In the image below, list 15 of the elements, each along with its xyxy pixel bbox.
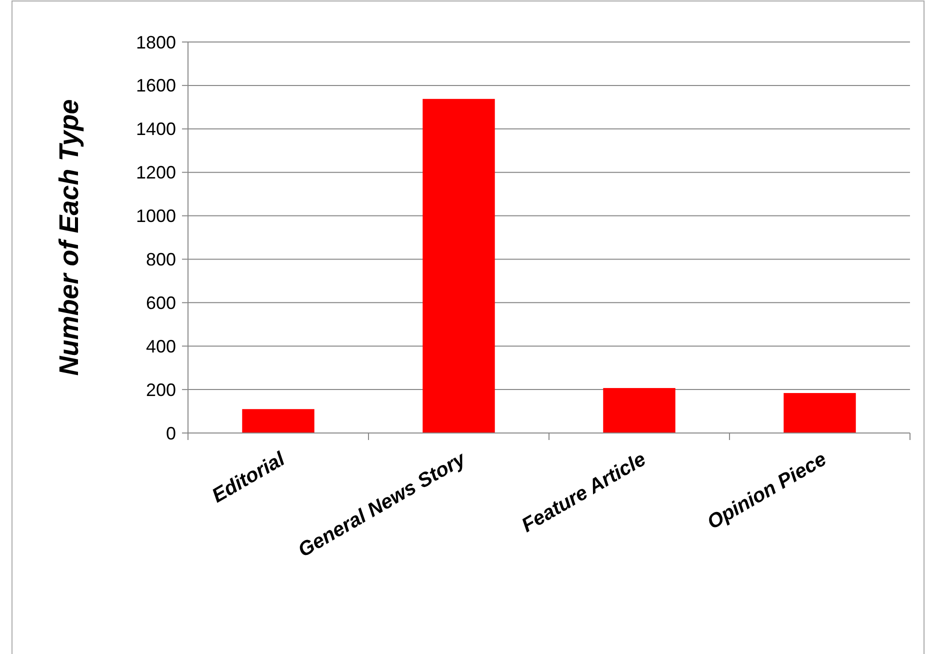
y-tick-label: 1600	[136, 76, 176, 96]
y-tick-label: 800	[146, 250, 176, 270]
y-tick-label: 1000	[136, 206, 176, 226]
y-tick-label: 0	[166, 423, 176, 444]
y-tick-label: 1400	[136, 119, 176, 140]
y-tick-label: 1800	[136, 32, 176, 52]
y-tick-label: 1200	[136, 162, 176, 183]
bar	[603, 388, 676, 433]
bar	[422, 98, 495, 433]
bar	[784, 393, 856, 433]
y-tick-label: 200	[146, 380, 176, 400]
y-tick-label: 400	[146, 336, 176, 356]
y-axis-title: Number of Each Type	[54, 99, 84, 376]
y-tick-label: 600	[146, 292, 176, 313]
bar	[242, 409, 314, 433]
